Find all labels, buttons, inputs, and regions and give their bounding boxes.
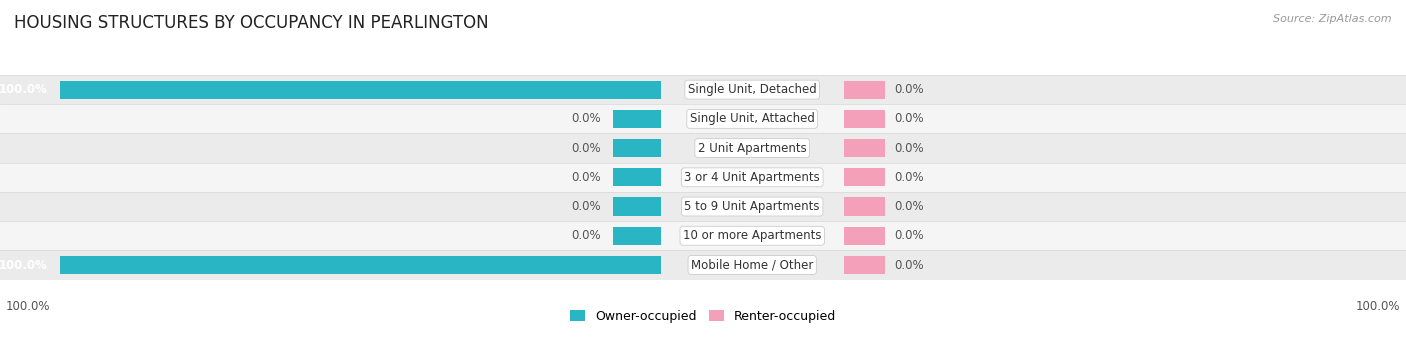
Text: 100.0%: 100.0% <box>1355 300 1400 313</box>
Bar <box>613 139 661 157</box>
Text: 0.0%: 0.0% <box>894 171 924 184</box>
Text: 100.0%: 100.0% <box>0 258 48 271</box>
Bar <box>0 221 661 250</box>
Bar <box>60 80 661 99</box>
Text: 0.0%: 0.0% <box>571 229 600 242</box>
Bar <box>0 250 661 280</box>
Bar <box>661 104 844 133</box>
Text: Source: ZipAtlas.com: Source: ZipAtlas.com <box>1274 14 1392 24</box>
Bar <box>0 192 661 221</box>
Bar <box>844 104 1406 133</box>
Text: 0.0%: 0.0% <box>894 142 924 154</box>
Bar <box>613 197 661 216</box>
Bar <box>844 139 884 157</box>
Bar <box>613 110 661 128</box>
Bar <box>613 168 661 187</box>
Bar <box>844 75 1406 104</box>
Bar <box>661 221 844 250</box>
Bar <box>844 133 1406 163</box>
Text: 0.0%: 0.0% <box>894 258 924 271</box>
Bar <box>0 104 661 133</box>
Bar <box>844 256 884 274</box>
Bar <box>844 221 1406 250</box>
Bar <box>844 80 884 99</box>
Text: 10 or more Apartments: 10 or more Apartments <box>683 229 821 242</box>
Bar <box>844 227 884 245</box>
Bar <box>844 192 1406 221</box>
Bar <box>661 75 844 104</box>
Bar <box>844 110 884 128</box>
Text: 3 or 4 Unit Apartments: 3 or 4 Unit Apartments <box>685 171 820 184</box>
Text: 0.0%: 0.0% <box>571 200 600 213</box>
Text: Mobile Home / Other: Mobile Home / Other <box>690 258 814 271</box>
Bar <box>844 250 1406 280</box>
Text: 0.0%: 0.0% <box>894 200 924 213</box>
Bar <box>613 227 661 245</box>
Text: 100.0%: 100.0% <box>0 83 48 96</box>
Bar <box>844 168 884 187</box>
Bar <box>661 192 844 221</box>
Text: Single Unit, Attached: Single Unit, Attached <box>690 113 814 125</box>
Text: 0.0%: 0.0% <box>894 229 924 242</box>
Bar <box>661 163 844 192</box>
Bar <box>844 197 884 216</box>
Legend: Owner-occupied, Renter-occupied: Owner-occupied, Renter-occupied <box>565 305 841 328</box>
Text: 0.0%: 0.0% <box>894 113 924 125</box>
Bar <box>0 163 661 192</box>
Bar <box>0 75 661 104</box>
Bar <box>0 133 661 163</box>
Text: 0.0%: 0.0% <box>571 171 600 184</box>
Bar <box>661 250 844 280</box>
Bar <box>60 256 661 274</box>
Text: Single Unit, Detached: Single Unit, Detached <box>688 83 817 96</box>
Text: 0.0%: 0.0% <box>571 142 600 154</box>
Text: 2 Unit Apartments: 2 Unit Apartments <box>697 142 807 154</box>
Bar <box>844 163 1406 192</box>
Bar <box>661 133 844 163</box>
Text: 5 to 9 Unit Apartments: 5 to 9 Unit Apartments <box>685 200 820 213</box>
Text: 0.0%: 0.0% <box>571 113 600 125</box>
Text: 100.0%: 100.0% <box>6 300 51 313</box>
Text: HOUSING STRUCTURES BY OCCUPANCY IN PEARLINGTON: HOUSING STRUCTURES BY OCCUPANCY IN PEARL… <box>14 14 489 32</box>
Text: 0.0%: 0.0% <box>894 83 924 96</box>
